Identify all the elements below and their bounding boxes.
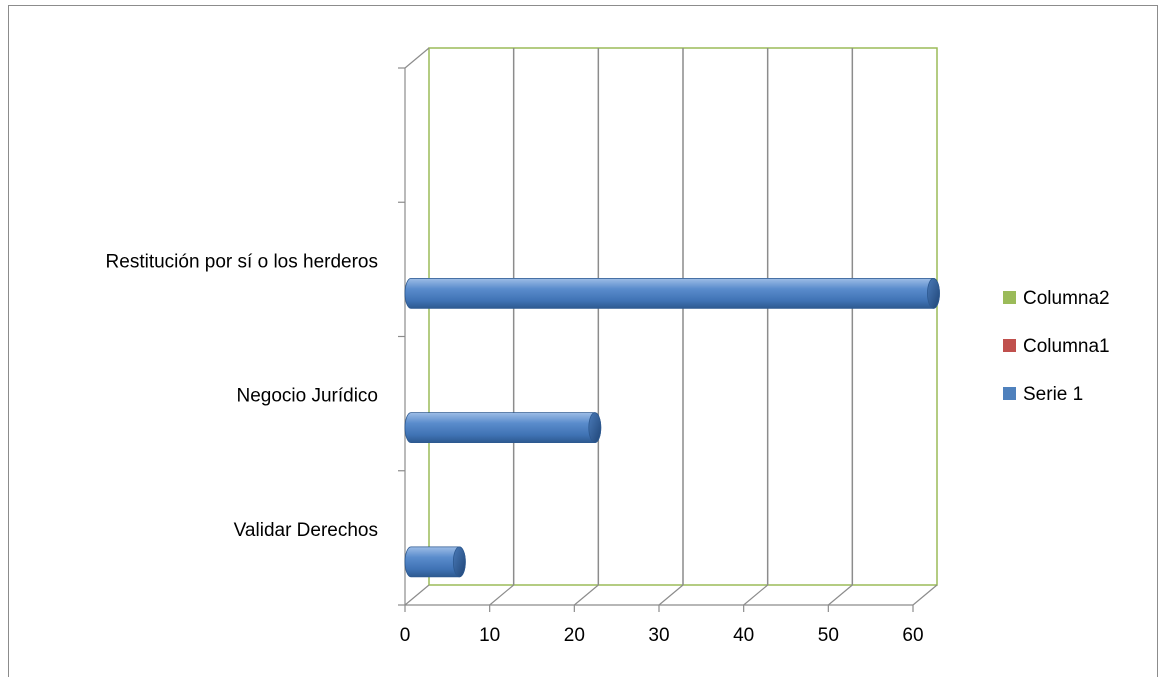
legend-label: Columna1 xyxy=(1023,336,1110,357)
bar xyxy=(404,546,466,578)
bars-layer xyxy=(404,277,940,578)
y-category-label: Restitución por sí o los herderos xyxy=(106,251,378,272)
y-category-label: Validar Derechos xyxy=(234,520,378,541)
bar xyxy=(404,412,602,444)
floor-gridline xyxy=(658,584,684,606)
floor-gridline xyxy=(489,584,515,606)
floor-gridline xyxy=(827,584,853,606)
floor-gridline xyxy=(404,584,430,606)
labels-layer: 0 10 20 30 40 50 60 Validar Derechos Negocio Jur… xyxy=(106,251,924,646)
x-tick-label: 10 xyxy=(479,625,500,646)
legend-label: Columna2 xyxy=(1023,288,1110,309)
bar xyxy=(404,277,940,309)
legend-swatch xyxy=(1003,291,1016,304)
legend-swatch xyxy=(1003,339,1016,352)
chart-area xyxy=(8,5,1158,677)
x-tick-label: 40 xyxy=(733,625,754,646)
side-wall-top-edge xyxy=(404,47,430,69)
floor-gridline xyxy=(743,584,769,606)
x-tick-label: 50 xyxy=(818,625,839,646)
grid-layer xyxy=(404,47,938,606)
legend: Columna2 Columna1 Serie 1 xyxy=(1003,288,1110,405)
x-tick-label: 20 xyxy=(564,625,585,646)
y-category-label: Negocio Jurídico xyxy=(236,386,378,407)
x-tick-label: 30 xyxy=(648,625,669,646)
x-tick-label: 0 xyxy=(400,625,411,646)
floor-gridline xyxy=(573,584,599,606)
legend-label: Serie 1 xyxy=(1023,384,1083,405)
axis-layer xyxy=(398,47,914,612)
floor-gridline xyxy=(912,584,938,606)
x-tick-label: 60 xyxy=(902,625,923,646)
legend-swatch xyxy=(1003,387,1016,400)
